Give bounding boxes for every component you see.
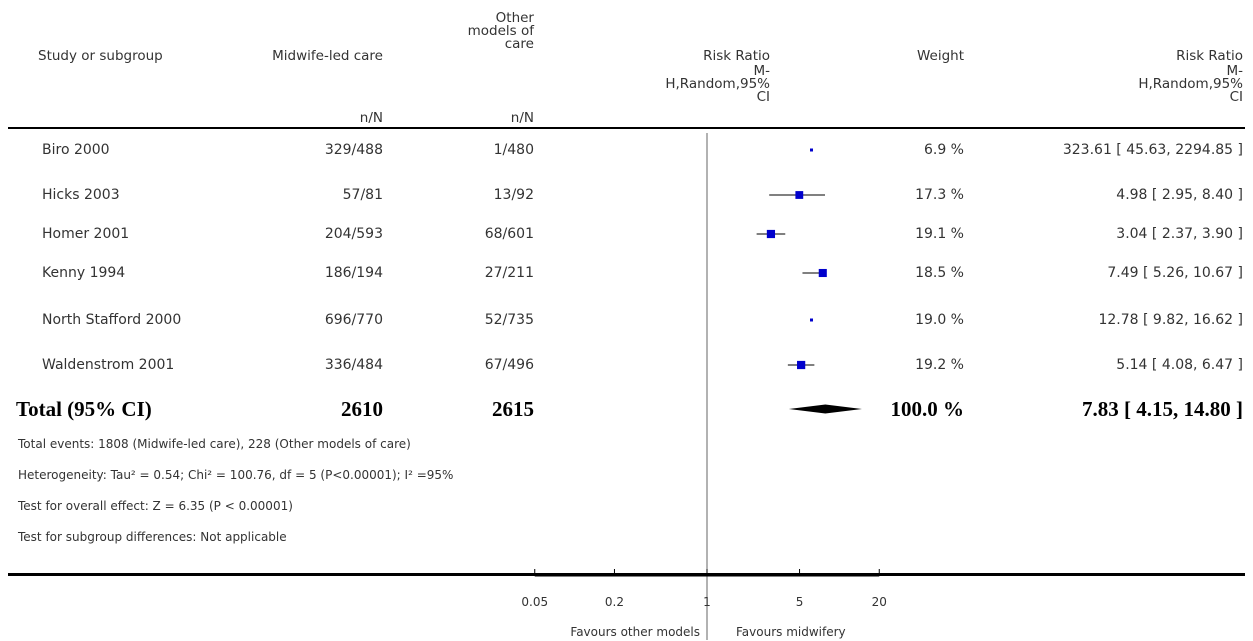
row-weight: 19.2 % xyxy=(915,357,964,373)
row-weight: 19.0 % xyxy=(915,312,964,328)
row-ci: 5.14 [ 4.08, 6.47 ] xyxy=(1116,357,1243,373)
row-weight: 18.5 % xyxy=(915,265,964,281)
header-other-models: Other models of care xyxy=(420,10,534,52)
total-g2: 2615 xyxy=(492,397,534,421)
note-subgroup-differences: Test for subgroup differences: Not appli… xyxy=(18,530,287,544)
axis-tick-label: 0.05 xyxy=(521,595,549,609)
header-plot-line-1: Risk Ratio xyxy=(703,48,770,64)
row-g2: 27/211 xyxy=(484,265,534,281)
note-overall-effect: Test for overall effect: Z = 6.35 (P < 0… xyxy=(18,499,293,513)
row-study: Homer 2001 xyxy=(42,226,130,242)
row-study: Waldenstrom 2001 xyxy=(42,357,175,373)
favours-right-label: Favours midwifery xyxy=(736,625,846,639)
header-study: Study or subgroup xyxy=(38,48,163,64)
row-ci: 3.04 [ 2.37, 3.90 ] xyxy=(1116,226,1243,242)
row-weight: 19.1 % xyxy=(915,226,964,242)
row-ci: 323.61 [ 45.63, 2294.85 ] xyxy=(1062,142,1243,158)
favours-left-label: Favours other models xyxy=(570,625,700,639)
header-plot-line-3: H,Random,95% xyxy=(665,76,770,92)
row-g1: 696/770 xyxy=(324,312,383,328)
header-plot-line-2: M- xyxy=(753,63,770,79)
header-rr-line-2: M- xyxy=(1226,63,1243,79)
row-study: North Stafford 2000 xyxy=(42,312,182,328)
row-g1: 186/194 xyxy=(324,265,383,281)
pooled-diamond xyxy=(788,404,862,414)
header-other-line-1: Other xyxy=(495,10,534,26)
row-weight: 17.3 % xyxy=(915,187,964,203)
total-weight: 100.0 % xyxy=(890,397,965,421)
header-rr-line-4: CI xyxy=(1229,89,1243,105)
row-g1: 57/81 xyxy=(342,187,383,203)
study-marker xyxy=(797,360,806,370)
row-weight: 6.9 % xyxy=(923,142,964,158)
header-n-n-1: n/N xyxy=(359,110,383,126)
header-n-n-2: n/N xyxy=(510,110,534,126)
axis-tick-label: 0.2 xyxy=(604,595,624,609)
axis-tick-label: 20 xyxy=(871,595,887,609)
row-study: Biro 2000 xyxy=(42,142,110,158)
header-plot-risk-ratio: Risk Ratio M- H,Random,95% CI xyxy=(620,48,770,104)
row-g2: 67/496 xyxy=(484,357,534,373)
row-ci: 7.49 [ 5.26, 10.67 ] xyxy=(1107,265,1243,281)
study-marker xyxy=(795,191,804,199)
study-marker xyxy=(818,268,827,278)
study-marker xyxy=(766,229,776,239)
header-weight: Weight xyxy=(916,48,964,64)
row-g1: 204/593 xyxy=(324,226,383,242)
row-study: Kenny 1994 xyxy=(42,265,126,281)
study-marker xyxy=(810,148,813,152)
row-g1: 336/484 xyxy=(324,357,383,373)
note-heterogeneity: Heterogeneity: Tau² = 0.54; Chi² = 100.7… xyxy=(18,468,454,482)
total-ci: 7.83 [ 4.15, 14.80 ] xyxy=(1082,397,1243,421)
note-total-events: Total events: 1808 (Midwife-led care), 2… xyxy=(18,437,411,451)
header-midwife-led-care: Midwife-led care xyxy=(272,48,383,64)
total-label: Total (95% CI) xyxy=(16,397,152,421)
header-rr-line-3: H,Random,95% xyxy=(1138,76,1243,92)
header-other-line-3: care xyxy=(504,36,534,52)
axis-tick-label: 1 xyxy=(703,595,711,609)
total-g1: 2610 xyxy=(341,397,383,421)
bottom-rule xyxy=(8,573,1245,576)
row-g2: 1/480 xyxy=(493,142,534,158)
axis-tick-label: 5 xyxy=(795,595,804,609)
header-rule xyxy=(8,127,1245,129)
header-plot-line-4: CI xyxy=(756,89,770,105)
header-risk-ratio: Risk Ratio M- H,Random,95% CI xyxy=(1060,48,1243,104)
row-study: Hicks 2003 xyxy=(42,187,120,203)
study-marker xyxy=(810,318,813,322)
row-ci: 4.98 [ 2.95, 8.40 ] xyxy=(1116,187,1243,203)
header-rr-line-1: Risk Ratio xyxy=(1176,48,1243,64)
row-ci: 12.78 [ 9.82, 16.62 ] xyxy=(1098,312,1243,328)
row-g1: 329/488 xyxy=(324,142,383,158)
row-g2: 13/92 xyxy=(493,187,534,203)
row-g2: 68/601 xyxy=(484,226,534,242)
row-g2: 52/735 xyxy=(484,312,534,328)
header-other-line-2: models of xyxy=(467,23,534,39)
